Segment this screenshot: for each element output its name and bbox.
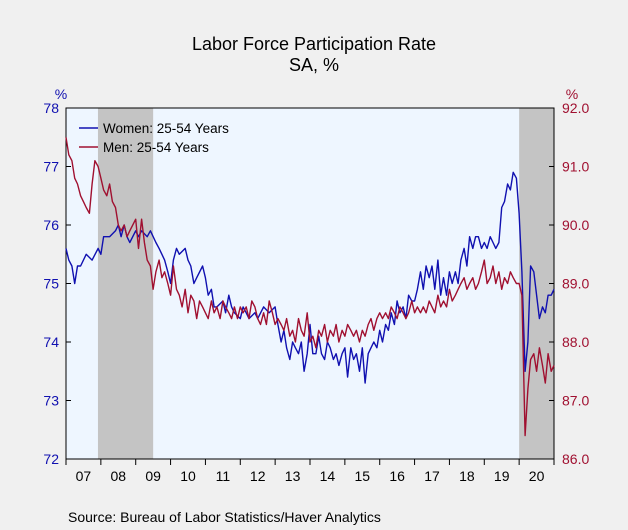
legend-label: Men: 25-54 Years (103, 140, 209, 155)
source-note: Source: Bureau of Labor Statistics/Haver… (68, 509, 381, 525)
left-axis-label: 77 (43, 159, 59, 175)
chart-subtitle: SA, % (288, 55, 340, 75)
recession-shade (97, 108, 154, 459)
x-axis-label: 15 (354, 468, 370, 484)
x-axis-label: 14 (320, 468, 336, 484)
x-axis-label: 08 (110, 468, 126, 484)
left-axis-label: 72 (43, 451, 59, 467)
x-axis-label: 18 (459, 468, 475, 484)
left-axis-label: 75 (43, 276, 59, 292)
x-axis-label: 16 (389, 468, 405, 484)
series-line-men (65, 137, 555, 437)
x-axis-label: 12 (250, 468, 266, 484)
left-axis-label: 74 (43, 334, 59, 350)
right-axis-label: 88.0 (562, 334, 589, 350)
x-axis-label: 19 (494, 468, 510, 484)
left-axis-label: 76 (43, 217, 59, 233)
left-axis-label: 73 (43, 393, 59, 409)
x-axis-label: 10 (180, 468, 196, 484)
chart-title: Labor Force Participation Rate (191, 34, 437, 54)
left-axis-label: 78 (43, 100, 59, 116)
x-axis-label: 07 (76, 468, 92, 484)
x-axis-label: 09 (145, 468, 161, 484)
series-line-women (65, 171, 555, 384)
x-axis-label: 11 (216, 468, 231, 484)
right-axis-label: 90.0 (562, 217, 589, 233)
x-axis-label: 20 (529, 468, 545, 484)
x-axis-label: 17 (424, 468, 440, 484)
right-axis-unit: % (566, 86, 578, 102)
legend-label: Women: 25-54 Years (103, 121, 229, 136)
right-axis-label: 89.0 (562, 276, 589, 292)
x-axis-label: 13 (285, 468, 301, 484)
left-axis-unit: % (55, 86, 67, 102)
right-axis-label: 87.0 (562, 393, 589, 409)
right-axis-label: 92.0 (562, 100, 589, 116)
right-axis-label: 91.0 (562, 159, 589, 175)
right-axis-label: 86.0 (562, 451, 589, 467)
